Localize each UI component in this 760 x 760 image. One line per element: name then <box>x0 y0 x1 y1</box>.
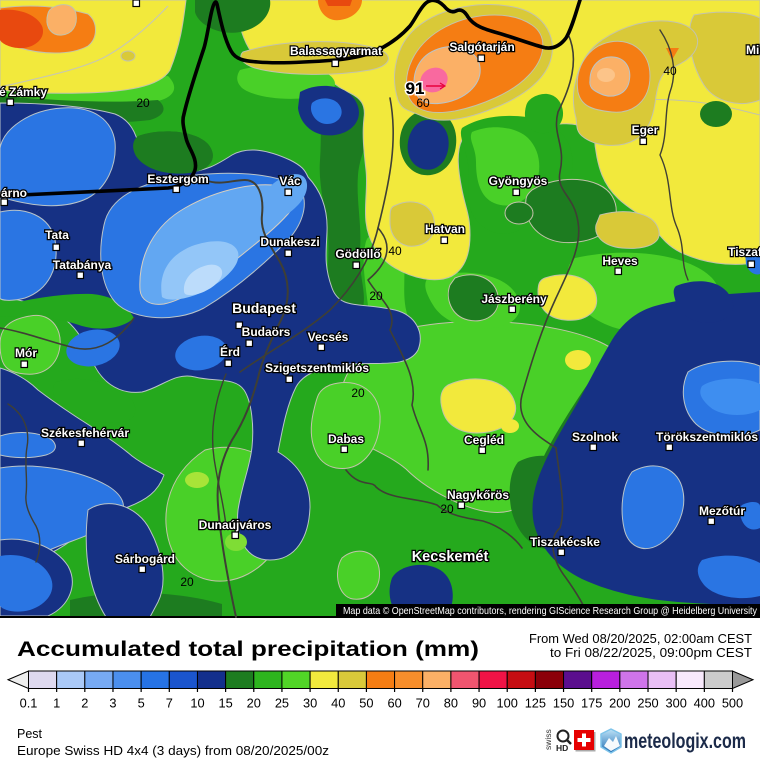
svg-text:15: 15 <box>219 696 233 711</box>
svg-text:to Fri 08/22/2025, 09:00pm CES: to Fri 08/22/2025, 09:00pm CEST <box>550 646 752 660</box>
svg-text:Balassagyarmat: Balassagyarmat <box>290 44 382 58</box>
svg-text:Hatvan: Hatvan <box>425 222 465 236</box>
svg-text:HD: HD <box>556 743 568 753</box>
svg-text:40: 40 <box>331 696 345 711</box>
svg-text:Europe Swiss HD 4x4 (3 days) f: Europe Swiss HD 4x4 (3 days) from 08/20/… <box>17 744 329 758</box>
svg-text:Mis: Mis <box>746 43 760 57</box>
svg-text:Dabas: Dabas <box>328 432 364 446</box>
svg-text:400: 400 <box>694 696 715 711</box>
svg-text:Dunaújváros: Dunaújváros <box>199 518 272 532</box>
svg-text:60: 60 <box>387 696 401 711</box>
svg-text:Kecskemét: Kecskemét <box>412 549 489 565</box>
svg-text:Gödöllő: Gödöllő <box>335 247 380 261</box>
svg-text:meteologix.com: meteologix.com <box>624 730 746 753</box>
svg-text:40: 40 <box>388 244 402 258</box>
svg-text:20: 20 <box>247 696 261 711</box>
svg-text:200: 200 <box>609 696 630 711</box>
svg-text:Accumulated total precipitatio: Accumulated total precipitation (mm) <box>17 637 479 661</box>
svg-text:Székesfehérvár: Székesfehérvár <box>41 426 129 440</box>
svg-text:Esztergom: Esztergom <box>147 172 208 186</box>
svg-text:20: 20 <box>440 502 454 516</box>
svg-text:Tatabánya: Tatabánya <box>53 258 112 272</box>
svg-text:20: 20 <box>180 575 194 589</box>
svg-text:90: 90 <box>472 696 486 711</box>
svg-text:Tiszaf: Tiszaf <box>728 245 760 259</box>
svg-text:Mezőtúr: Mezőtúr <box>699 504 745 518</box>
svg-text:From Wed 08/20/2025, 02:00am C: From Wed 08/20/2025, 02:00am CEST <box>529 632 752 646</box>
svg-text:125: 125 <box>525 696 546 711</box>
svg-text:150: 150 <box>553 696 574 711</box>
svg-text:Vác: Vác <box>279 174 301 188</box>
svg-text:Budaörs: Budaörs <box>242 325 291 339</box>
svg-text:300: 300 <box>666 696 687 711</box>
svg-text:10: 10 <box>190 696 204 711</box>
svg-text:175: 175 <box>581 696 602 711</box>
svg-text:Törökszentmiklós: Törökszentmiklós <box>656 430 758 444</box>
svg-text:Mór: Mór <box>15 346 37 360</box>
svg-text:50: 50 <box>359 696 373 711</box>
svg-text:Érd: Érd <box>220 344 240 359</box>
svg-text:Eger: Eger <box>632 123 659 137</box>
svg-text:91: 91 <box>406 79 425 98</box>
svg-text:Sárbogárd: Sárbogárd <box>115 552 175 566</box>
svg-text:7: 7 <box>166 696 173 711</box>
svg-text:60: 60 <box>416 96 430 110</box>
svg-text:70: 70 <box>416 696 430 711</box>
svg-text:30: 30 <box>303 696 317 711</box>
svg-text:25: 25 <box>275 696 289 711</box>
svg-text:árno: árno <box>1 186 27 200</box>
svg-text:2: 2 <box>81 696 88 711</box>
svg-text:20: 20 <box>351 386 365 400</box>
svg-text:Tata: Tata <box>45 228 69 242</box>
svg-text:0.1: 0.1 <box>20 696 38 711</box>
svg-text:40: 40 <box>663 64 677 78</box>
svg-text:Jászberény: Jászberény <box>481 292 547 306</box>
svg-text:80: 80 <box>444 696 458 711</box>
svg-text:é Zámky: é Zámky <box>0 85 47 99</box>
svg-text:swiss: swiss <box>543 729 553 750</box>
svg-text:Dunakeszi: Dunakeszi <box>260 235 319 249</box>
svg-text:20: 20 <box>369 289 383 303</box>
svg-text:91: 91 <box>406 79 425 98</box>
svg-text:Szolnok: Szolnok <box>572 430 618 444</box>
svg-text:5: 5 <box>138 696 145 711</box>
svg-text:500: 500 <box>722 696 743 711</box>
svg-text:1: 1 <box>53 696 60 711</box>
svg-text:Salgótarján: Salgótarján <box>449 40 514 54</box>
svg-text:Nagykőrös: Nagykőrös <box>447 488 509 502</box>
svg-text:Cegléd: Cegléd <box>464 433 504 447</box>
svg-text:Pest: Pest <box>17 727 43 741</box>
svg-text:Gyöngyös: Gyöngyös <box>489 174 548 188</box>
svg-text:Map data © OpenStreetMap contr: Map data © OpenStreetMap contributors, r… <box>343 606 758 617</box>
svg-text:20: 20 <box>136 96 150 110</box>
svg-text:Heves: Heves <box>602 254 638 268</box>
svg-text:Tiszakécske: Tiszakécske <box>530 535 600 549</box>
svg-text:100: 100 <box>497 696 518 711</box>
svg-text:250: 250 <box>637 696 658 711</box>
svg-text:3: 3 <box>109 696 116 711</box>
svg-text:Budapest: Budapest <box>232 300 296 316</box>
svg-text:Szigetszentmiklós: Szigetszentmiklós <box>265 361 369 375</box>
svg-text:Vecsés: Vecsés <box>308 330 349 344</box>
